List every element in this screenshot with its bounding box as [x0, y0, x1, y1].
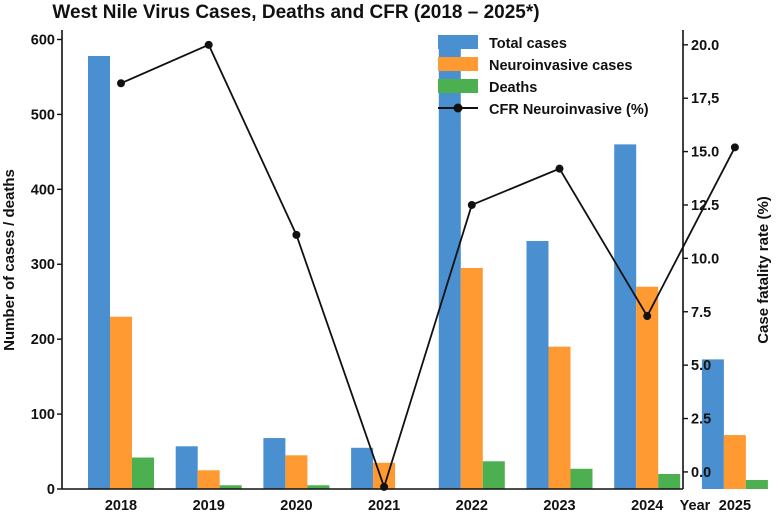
y2-axis-label: Case fatality rate (%) — [755, 196, 772, 344]
cfr-line-series — [117, 40, 739, 491]
legend-label: CFR Neuroinvasive (%) — [489, 102, 649, 118]
y-tick-label: 300 — [31, 257, 55, 273]
y2-tick-label: 7.5 — [691, 305, 711, 321]
cfr-point-2020 — [292, 230, 301, 239]
chart-title: West Nile Virus Cases, Deaths and CFR (2… — [52, 2, 539, 23]
bar-total-cases-2023 — [526, 241, 549, 489]
bar-neuroinvasive-cases-2023 — [548, 346, 571, 489]
bar-deaths-2019 — [219, 485, 242, 489]
y2-tick-label: 12.5 — [691, 198, 719, 214]
bar-neuroinvasive-cases-2024 — [636, 286, 659, 489]
bar-deaths-2024 — [658, 474, 681, 489]
y2-tick-label: 15.0 — [691, 145, 719, 161]
x-tick-label: 2018 — [105, 498, 137, 513]
bar-total-cases-2020 — [263, 438, 286, 489]
bar-neuroinvasive-cases-2025 — [723, 435, 746, 489]
bar-total-cases-2025 — [701, 359, 724, 489]
y2-tick-label: 5.0 — [691, 358, 711, 374]
bar-total-cases-2019 — [175, 446, 198, 489]
legend-label: Deaths — [489, 80, 537, 96]
y-tick-label: 400 — [31, 182, 55, 198]
legend-swatch — [438, 79, 478, 93]
bar-deaths-2022 — [482, 461, 505, 489]
legend-label: Neuroinvasive cases — [489, 58, 632, 74]
y-axis-label: Number of cases / deaths — [1, 169, 18, 351]
y2-tick-label: 2.5 — [691, 412, 711, 428]
x-tick-label: 2024 — [631, 498, 663, 513]
cfr-point-2025 — [730, 143, 739, 152]
bar-total-cases-2021 — [351, 447, 374, 489]
y-tick-label: 600 — [31, 32, 55, 48]
x-tick-label: 2019 — [193, 498, 225, 513]
y2-tick-label: 0.0 — [691, 465, 711, 481]
bar-neuroinvasive-cases-2020 — [285, 455, 308, 489]
y-tick-label: 500 — [31, 107, 55, 123]
bar-deaths-2023 — [570, 468, 593, 489]
legend: Total cases Neuroinvasive cases Deaths CFR … — [438, 35, 649, 118]
x-tick-label: 2021 — [368, 498, 400, 513]
bar-deaths-2025 — [745, 480, 768, 489]
cfr-point-2019 — [204, 40, 213, 49]
bar-total-cases-2018 — [88, 55, 110, 490]
y2-tick-label: 17,5 — [691, 91, 719, 107]
legend-swatch — [438, 57, 478, 71]
bar-neuroinvasive-cases-2018 — [110, 316, 132, 489]
bar-neuroinvasive-cases-2022 — [460, 267, 483, 489]
cfr-point-2024 — [643, 312, 652, 321]
cfr-point-2018 — [117, 79, 125, 88]
legend-label: Total cases — [489, 36, 567, 52]
bar-neuroinvasive-cases-2019 — [197, 470, 220, 489]
cfr-point-2023 — [555, 164, 564, 173]
y2-tick-label: 20.0 — [691, 38, 719, 54]
y-tick-label: 200 — [31, 332, 55, 348]
x-tick-label: 2025 — [719, 498, 751, 513]
x-axis-label: Year — [680, 498, 711, 513]
legend-swatch — [438, 35, 478, 49]
cfr-line — [120, 43, 736, 490]
x-tick-label: 2023 — [543, 498, 575, 513]
x-tick-label: 2020 — [280, 498, 312, 513]
y2-tick-label: 10.0 — [691, 251, 719, 267]
y-tick-label: 100 — [31, 407, 55, 423]
bars — [88, 48, 768, 490]
bar-deaths-2020 — [307, 485, 330, 489]
x-tick-label: 2022 — [456, 498, 488, 513]
axes: 0 100 200 300 400 500 600 0.0 2.5 5.0 7.5 10.0 12.5 1… — [31, 30, 751, 513]
bar-total-cases-2022 — [438, 48, 461, 490]
bar-total-cases-2024 — [614, 144, 637, 489]
bar-deaths-2018 — [132, 457, 154, 489]
legend-swatch-marker — [453, 103, 463, 113]
y-tick-label: 0 — [47, 482, 55, 498]
cfr-point-2022 — [467, 200, 476, 209]
